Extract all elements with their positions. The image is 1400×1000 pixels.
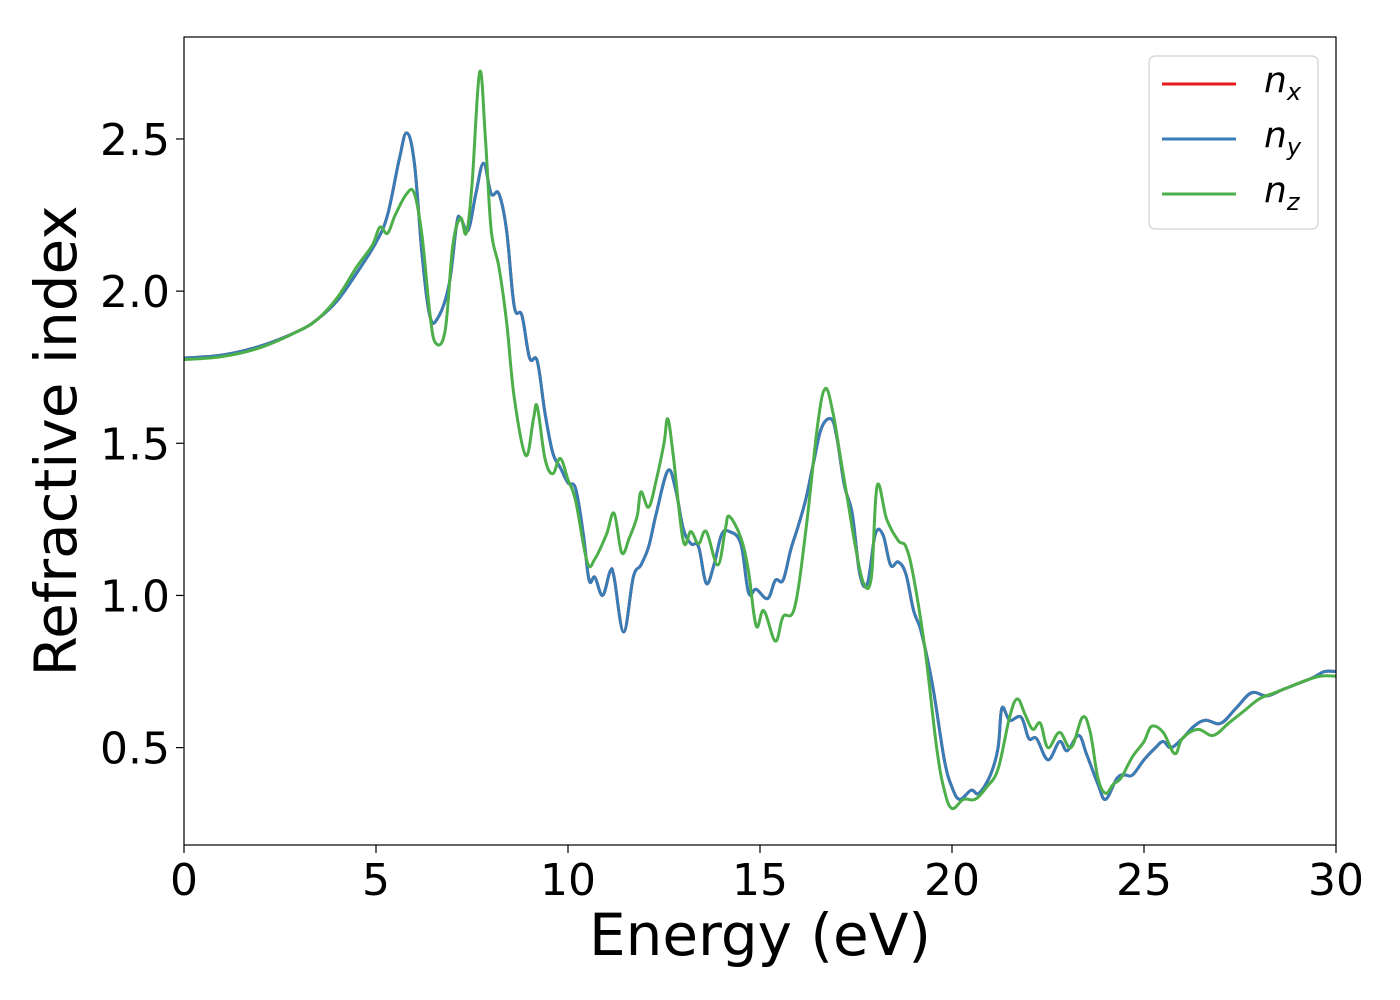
legend-label-z: nz bbox=[1264, 170, 1301, 216]
x-tick-label: 25 bbox=[1116, 855, 1172, 906]
x-tick-label: 15 bbox=[732, 855, 788, 906]
x-axis-label: Energy (eV) bbox=[589, 901, 931, 969]
plot-frame bbox=[183, 36, 1337, 846]
x-tick-label: 0 bbox=[170, 855, 198, 906]
x-tick-label: 5 bbox=[362, 855, 390, 906]
legend-label-x: nx bbox=[1264, 60, 1302, 106]
y-tick-label: 1.0 bbox=[100, 571, 170, 622]
series-line-x bbox=[184, 131, 1336, 801]
legend: nx ny nz bbox=[1148, 55, 1319, 230]
legend-box bbox=[1148, 55, 1319, 230]
y-tick-label: 2.0 bbox=[100, 267, 170, 318]
y-tick-label: 1.5 bbox=[100, 419, 170, 470]
series-line-y bbox=[184, 131, 1336, 801]
x-tick-label: 30 bbox=[1308, 855, 1364, 906]
y-tick-label: 0.5 bbox=[100, 724, 170, 775]
x-tick-label: 10 bbox=[540, 855, 596, 906]
legend-label-y: ny bbox=[1264, 115, 1302, 161]
y-axis-label: Refractive index bbox=[22, 205, 90, 676]
axis-ticks: 0 5 10 15 20 25 30 0.5 1.0 1.5 2.0 2.5 bbox=[100, 115, 1364, 906]
series-line-z bbox=[184, 69, 1336, 811]
x-tick-label: 20 bbox=[924, 855, 980, 906]
series-lines bbox=[184, 69, 1336, 811]
y-tick-label: 2.5 bbox=[100, 115, 170, 166]
